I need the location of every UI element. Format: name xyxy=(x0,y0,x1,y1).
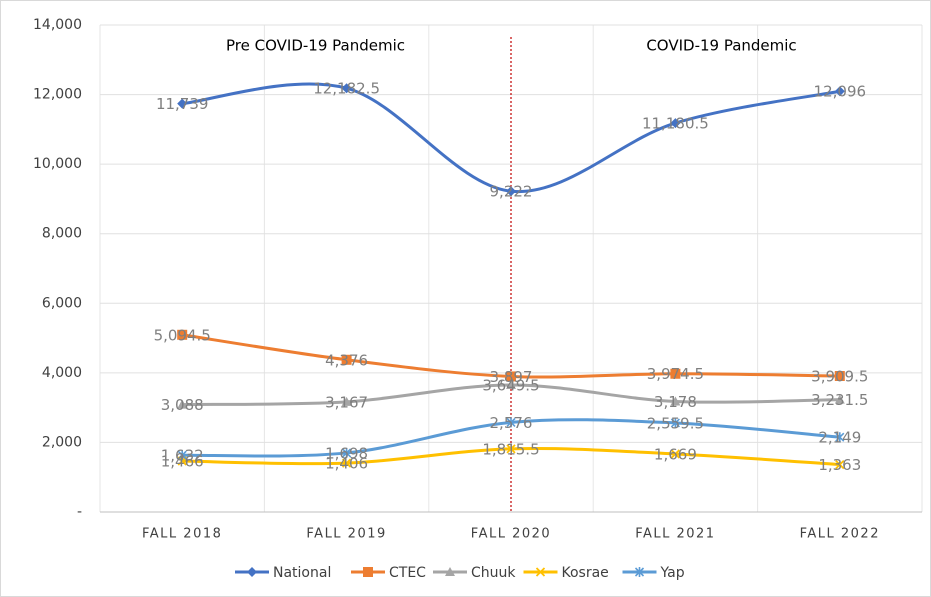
marker xyxy=(363,567,373,577)
data-label: 1,698 xyxy=(325,444,368,462)
marker xyxy=(506,417,516,428)
marker xyxy=(342,447,352,458)
annotation: Pre COVID-19 Pandemic xyxy=(226,37,405,55)
legend-label: National xyxy=(273,565,331,581)
data-label: 1,815.5 xyxy=(482,440,539,458)
data-label: 5,094.5 xyxy=(154,326,211,344)
y-tick-label: 12,000 xyxy=(33,87,82,103)
data-label: 12,182.5 xyxy=(313,80,380,98)
data-label: 3,974.5 xyxy=(647,365,704,383)
legend-label: CTEC xyxy=(389,565,426,581)
data-label: 3,649.5 xyxy=(482,377,539,395)
data-label: 3,231.5 xyxy=(811,391,868,409)
y-tick-label: - xyxy=(77,504,82,520)
y-tick-label: 8,000 xyxy=(42,226,82,242)
marker xyxy=(835,459,845,470)
data-label: 2,559.5 xyxy=(647,414,704,432)
x-tick-label: FALL 2021 xyxy=(635,527,715,542)
marker xyxy=(341,396,352,406)
y-tick-label: 2,000 xyxy=(42,434,82,450)
marker xyxy=(670,368,681,379)
marker xyxy=(177,98,188,109)
data-label: 4,376 xyxy=(325,351,368,369)
marker xyxy=(177,399,188,409)
marker xyxy=(177,329,188,340)
data-label: 1,632 xyxy=(161,447,204,465)
y-tick-label: 4,000 xyxy=(42,365,82,381)
marker xyxy=(341,83,352,94)
x-tick-label: FALL 2019 xyxy=(306,527,386,542)
marker xyxy=(247,567,257,577)
y-tick-label: 6,000 xyxy=(42,295,82,311)
data-label: 2,576 xyxy=(490,414,533,432)
data-label: 9,222 xyxy=(490,183,533,201)
data-label: 3,897 xyxy=(490,368,533,386)
x-tick-label: FALL 2020 xyxy=(471,527,551,542)
data-label: 3,909.5 xyxy=(811,368,868,386)
data-label: 11,739 xyxy=(156,95,209,113)
x-tick-label: FALL 2022 xyxy=(800,527,880,542)
marker xyxy=(835,432,845,443)
legend-label: Chuuk xyxy=(471,565,516,581)
marker xyxy=(341,458,352,468)
data-label: 3,167 xyxy=(325,393,368,411)
data-label: 1,363 xyxy=(818,456,861,474)
marker xyxy=(506,371,516,382)
marker xyxy=(506,444,516,454)
x-tick-label: FALL 2018 xyxy=(142,527,222,542)
legend-label: Yap xyxy=(660,565,685,581)
marker xyxy=(834,371,845,382)
marker xyxy=(670,449,681,459)
marker xyxy=(341,354,352,365)
marker xyxy=(670,396,681,406)
data-label: 1,406 xyxy=(325,455,368,473)
data-label: 1,669 xyxy=(654,445,697,463)
annotation: COVID-19 Pandemic xyxy=(646,37,796,55)
marker xyxy=(834,394,845,404)
data-label: 2,149 xyxy=(818,429,861,447)
marker xyxy=(535,567,546,577)
y-tick-label: 10,000 xyxy=(33,156,82,172)
marker xyxy=(634,567,645,577)
data-label: 11,180.5 xyxy=(642,115,709,133)
marker xyxy=(506,186,516,197)
marker xyxy=(834,86,845,97)
legend-label: Kosrae xyxy=(562,565,609,581)
y-tick-label: 14,000 xyxy=(33,17,82,33)
marker xyxy=(445,567,455,576)
marker xyxy=(670,417,680,428)
marker xyxy=(177,450,187,461)
data-label: 3,178 xyxy=(654,393,697,411)
marker xyxy=(670,118,681,129)
data-label: 12,096 xyxy=(814,83,867,101)
marker xyxy=(506,380,516,390)
data-label: 1,466 xyxy=(161,453,204,471)
data-label: 3,088 xyxy=(161,396,204,414)
